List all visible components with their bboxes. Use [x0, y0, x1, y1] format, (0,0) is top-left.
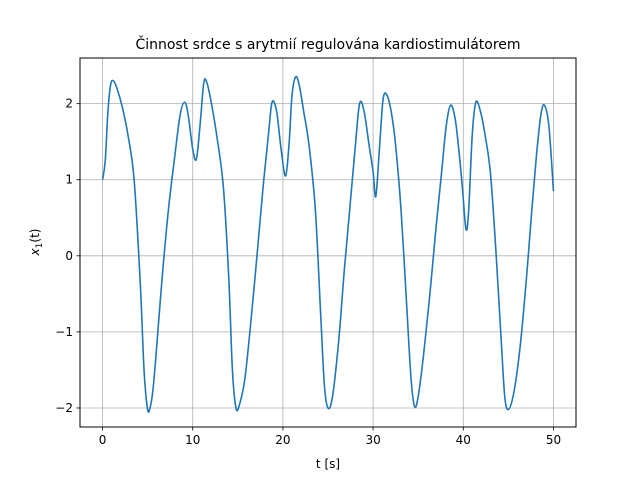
y-axis: −2 −1 0 1 2	[55, 97, 80, 415]
grid	[80, 58, 576, 427]
y-tick-label: 1	[65, 173, 73, 187]
y-tick-label: 2	[65, 97, 73, 111]
x-tick-label: 0	[99, 433, 107, 447]
series-line	[101, 75, 555, 413]
chart-title: Činnost srdce s arytmií regulována kardi…	[135, 35, 520, 53]
x-tick-label: 50	[546, 433, 561, 447]
y-axis-title: x1(t)	[28, 229, 45, 257]
x-tick-label: 20	[275, 433, 290, 447]
plot-area	[101, 75, 555, 413]
x-axis: 0 10 20 30 40 50	[99, 427, 561, 447]
y-tick-label: −2	[55, 401, 73, 415]
x-tick-label: 40	[456, 433, 471, 447]
y-tick-label: 0	[65, 249, 73, 263]
axes-frame	[79, 57, 577, 428]
x-axis-title: t [s]	[316, 457, 340, 471]
x-tick-label: 10	[185, 433, 200, 447]
x-tick-label: 30	[365, 433, 380, 447]
y-tick-label: −1	[55, 325, 73, 339]
